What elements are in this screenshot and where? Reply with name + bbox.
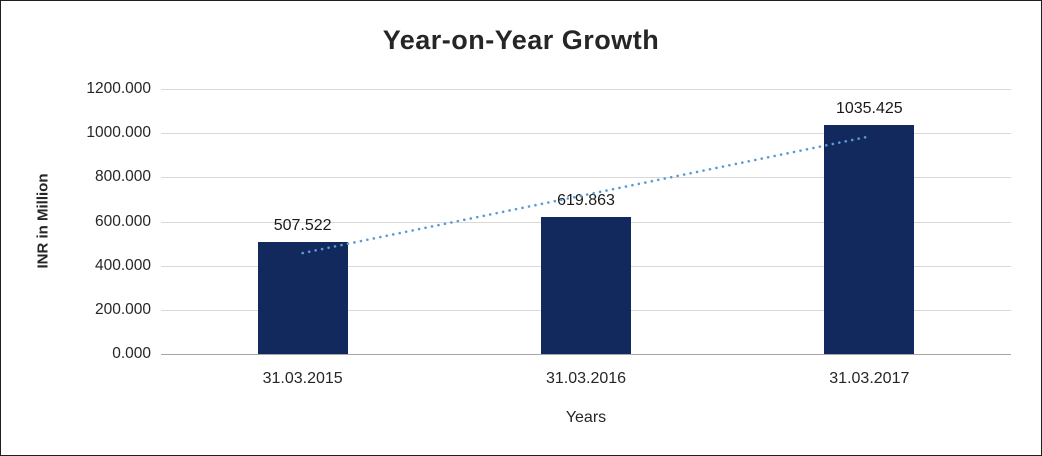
x-tick-label: 31.03.2016 [545, 370, 627, 387]
y-tick-label: 400.000 [94, 256, 151, 274]
bar-31.03.2015 [257, 241, 348, 354]
y-axis-label: INR in Million [34, 173, 52, 269]
y-tick-label: 200.000 [94, 300, 151, 318]
plot-area: 507.522 619.863 1035.425 [161, 89, 1011, 355]
data-label: 619.863 [557, 192, 615, 210]
chart-title: Year-on-Year Growth [382, 25, 660, 55]
data-label: 507.522 [273, 216, 332, 234]
gridline [161, 133, 1011, 135]
y-tick-label: 1000.000 [86, 124, 151, 142]
x-tick-label: 31.03.2015 [262, 370, 343, 387]
x-axis-line [161, 354, 1011, 355]
gridline [161, 89, 1011, 90]
y-tick-label: 0.000 [112, 345, 151, 362]
bar-31.03.2016 [541, 217, 631, 354]
x-tick-label: 31.03.2017 [829, 370, 910, 387]
y-tick-label: 600.000 [94, 212, 151, 230]
y-tick-label: 1200.000 [86, 80, 151, 97]
bar-31.03.2017 [824, 125, 915, 354]
data-label: 1035.425 [835, 100, 903, 118]
y-tick-label: 800.000 [94, 168, 151, 186]
x-axis-label: Years [565, 409, 607, 426]
